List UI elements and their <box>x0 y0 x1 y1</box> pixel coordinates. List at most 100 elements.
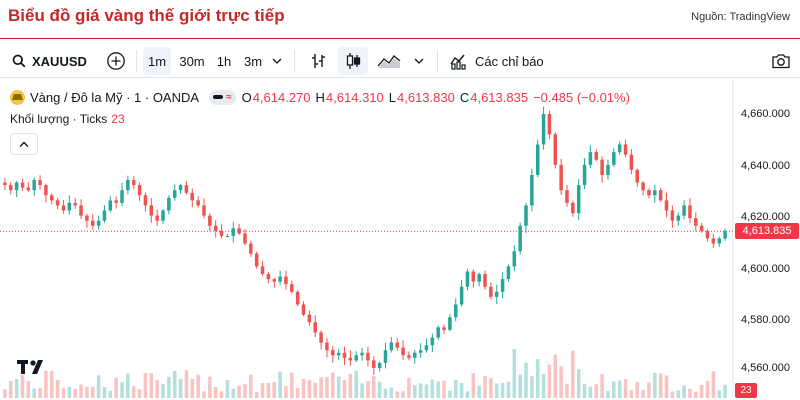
candles-chart-type-button[interactable] <box>338 47 368 75</box>
volume-bar <box>167 376 171 398</box>
candle-body <box>231 228 236 236</box>
interval-1m-button[interactable]: 1m <box>143 47 171 75</box>
price-axis-tick: 4,560.000 <box>741 362 790 374</box>
volume-bar <box>96 375 101 398</box>
candle-body <box>44 185 48 196</box>
display-toggle-pill[interactable]: ≈ <box>209 89 236 105</box>
volume-bar <box>196 374 200 398</box>
indicators-button[interactable]: Các chỉ báo <box>445 47 553 75</box>
candle-body <box>225 235 230 237</box>
symbol-label: XAUUSD <box>32 53 87 69</box>
candle-body <box>407 355 411 358</box>
candle-body <box>465 271 470 287</box>
area-chart-type-button[interactable] <box>374 47 404 75</box>
candle-body <box>430 337 435 346</box>
candle-body <box>348 357 353 361</box>
candle-body <box>647 190 651 196</box>
volume-bar <box>594 384 599 398</box>
volume-bar <box>389 387 394 398</box>
price-axis-tick: 4,660.000 <box>741 108 790 120</box>
volume-bar <box>161 384 165 398</box>
volume-bar <box>430 379 435 398</box>
candle-body <box>20 182 25 188</box>
candle-body <box>126 180 130 191</box>
candle-body <box>249 243 253 254</box>
high-label: H <box>315 89 325 105</box>
interval-dropdown-button[interactable] <box>268 47 286 75</box>
volume-bar <box>50 370 54 398</box>
volume-bar <box>360 383 364 398</box>
volume-bar <box>73 388 77 398</box>
price-chart[interactable] <box>0 80 800 400</box>
candle-body <box>260 266 265 275</box>
candle-body <box>512 251 517 267</box>
volume-bar <box>477 385 481 398</box>
current-price-badge: 4,613.835 <box>735 223 799 240</box>
chart-toolbar: XAUUSD 1m 30m 1h 3m <box>0 44 800 78</box>
volume-bar <box>325 377 329 398</box>
volume-bar <box>688 388 692 398</box>
candle-body <box>38 180 42 186</box>
volume-bar <box>102 387 107 398</box>
candle-body <box>641 182 645 191</box>
volume-bar <box>670 391 675 398</box>
candle-body <box>413 352 417 358</box>
candle-body <box>576 185 581 214</box>
source-label: Nguồn: TradingView <box>691 11 790 23</box>
candle-body <box>600 159 604 175</box>
symbol-search-button[interactable]: XAUUSD <box>8 47 88 75</box>
volume-bar <box>383 388 388 398</box>
volume-bar <box>547 364 552 398</box>
candle-body <box>559 164 563 191</box>
indicators-label: Các chỉ báo <box>475 53 544 69</box>
candle-body <box>594 152 599 160</box>
volume-bar <box>413 385 417 398</box>
tradingview-logo[interactable] <box>16 356 50 378</box>
interval-1h-button[interactable]: 1h <box>216 53 232 69</box>
gold-symbol-icon <box>10 89 25 105</box>
volume-bar <box>571 350 575 398</box>
bar-chart-type-button[interactable] <box>304 47 332 75</box>
volume-bar <box>266 382 271 398</box>
compare-symbol-button[interactable] <box>102 47 130 75</box>
change-value: −0.485 (−0.01%) <box>533 89 630 105</box>
candle-body <box>149 205 154 216</box>
candle-body <box>67 202 72 211</box>
volume-bar <box>114 377 118 398</box>
indicators-icon <box>450 54 466 70</box>
candle-body <box>301 304 306 315</box>
volume-bars <box>3 348 727 398</box>
volume-bar <box>448 390 452 398</box>
volume-bar <box>372 376 376 398</box>
candle-body <box>506 266 511 280</box>
plus-circle-icon <box>107 52 125 70</box>
candle-body <box>342 352 347 358</box>
volume-bar <box>541 373 546 398</box>
volume-bar <box>348 373 353 398</box>
volume-bar <box>459 383 464 398</box>
volume-bar <box>723 384 727 398</box>
candle-body <box>325 342 329 351</box>
volume-bar <box>225 380 230 398</box>
price-axis-tick: 4,600.000 <box>741 263 790 275</box>
candle-body <box>711 238 716 244</box>
candle-body <box>32 180 36 191</box>
interval-30m-button[interactable]: 30m <box>179 53 205 69</box>
candle-body <box>272 279 277 282</box>
ohlc-bars-icon <box>312 54 325 68</box>
candle-body <box>161 210 165 221</box>
candle-body <box>243 233 247 244</box>
candle-body <box>395 342 399 348</box>
volume-bar <box>453 379 458 398</box>
symbol-legend: Vàng / Đô la Mỹ · 1 · OANDA ≈ O 4,614.270… <box>10 88 635 106</box>
volume-bar <box>184 370 189 398</box>
snapshot-button[interactable] <box>766 47 796 75</box>
volume-bar <box>401 391 405 398</box>
chart-type-dropdown-button[interactable] <box>409 47 429 75</box>
candle-body <box>530 174 534 206</box>
candle-body <box>629 154 634 170</box>
interval-3m-button[interactable]: 3m <box>243 53 263 69</box>
candle-body <box>401 347 405 356</box>
collapse-legend-button[interactable] <box>10 133 38 155</box>
volume-bar <box>506 381 511 398</box>
